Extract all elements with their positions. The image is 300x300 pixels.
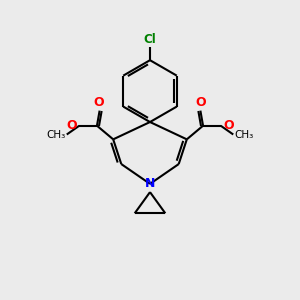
Text: Cl: Cl — [144, 33, 156, 46]
Text: O: O — [94, 96, 104, 109]
Text: O: O — [196, 96, 206, 109]
Text: N: N — [145, 177, 155, 190]
Text: O: O — [66, 119, 77, 132]
Text: O: O — [223, 119, 234, 132]
Text: CH₃: CH₃ — [235, 130, 254, 140]
Text: CH₃: CH₃ — [46, 130, 65, 140]
